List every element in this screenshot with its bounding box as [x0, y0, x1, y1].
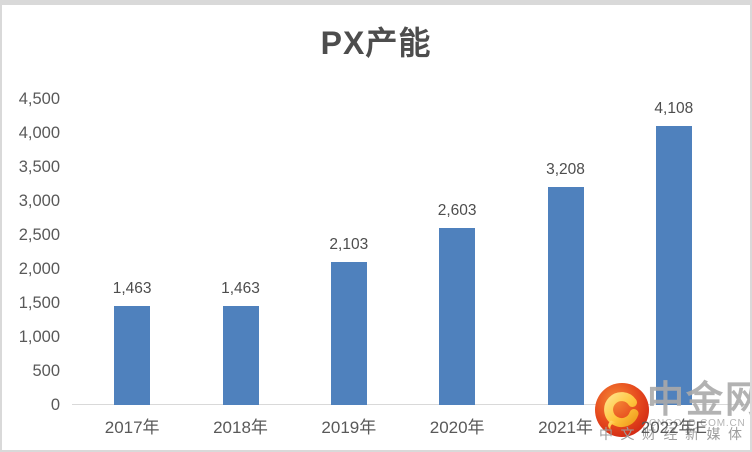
chart-title: PX产能	[320, 25, 432, 61]
watermark-domain-text: CNGOLD.COM.CN	[649, 418, 746, 429]
plot-area: 0 500 1,000 1,500 2,000 2,500 3,000 3,500 4,000 4…	[2, 5, 750, 450]
x-axis-tick-label: 2020年	[429, 418, 485, 437]
bar-value-label: 1,463	[221, 280, 260, 297]
y-axis-tick-label: 3,500	[18, 158, 60, 176]
x-axis-line	[72, 404, 748, 405]
y-axis-tick-label: 4,500	[18, 90, 60, 108]
y-axis-tick-label: 1,000	[18, 328, 60, 346]
y-axis-tick-label: 500	[32, 362, 60, 380]
bar	[439, 228, 476, 405]
watermark: 中金网 CNGOLD.COM.CN 中文财经新媒体	[591, 378, 750, 450]
y-axis-tick-label: 2,500	[18, 226, 60, 244]
cngold-logo-icon	[595, 383, 649, 437]
bar-value-label: 2,103	[329, 236, 369, 253]
bar-value-label: 4,108	[654, 100, 694, 117]
watermark-brand-text: 中金网	[647, 379, 750, 420]
bar	[655, 126, 692, 405]
bar-value-label: 3,208	[546, 161, 585, 178]
bar-value-label: 2,603	[437, 202, 477, 219]
y-axis-tick-label: 4,000	[18, 124, 60, 142]
bar	[547, 187, 584, 405]
x-axis-tick-label: 2019年	[321, 418, 377, 437]
bar	[222, 306, 259, 405]
y-axis-tick-label: 3,000	[18, 192, 60, 210]
x-axis-tick-label: 2018年	[213, 418, 268, 437]
x-axis-tick-label: 2017年	[104, 418, 160, 437]
x-axis-tick-label: 2021年	[538, 418, 593, 437]
bar	[114, 306, 151, 405]
y-axis-tick-label: 2,000	[18, 260, 60, 278]
y-axis-tick-label: 1,500	[18, 294, 60, 312]
bar-value-label: 1,463	[112, 280, 152, 297]
y-axis-tick-label: 0	[50, 396, 60, 414]
x-axis-tick-label: 2022年E	[640, 418, 707, 437]
watermark-tagline-text: 中文财经新媒体	[599, 426, 750, 442]
bar	[330, 262, 367, 405]
